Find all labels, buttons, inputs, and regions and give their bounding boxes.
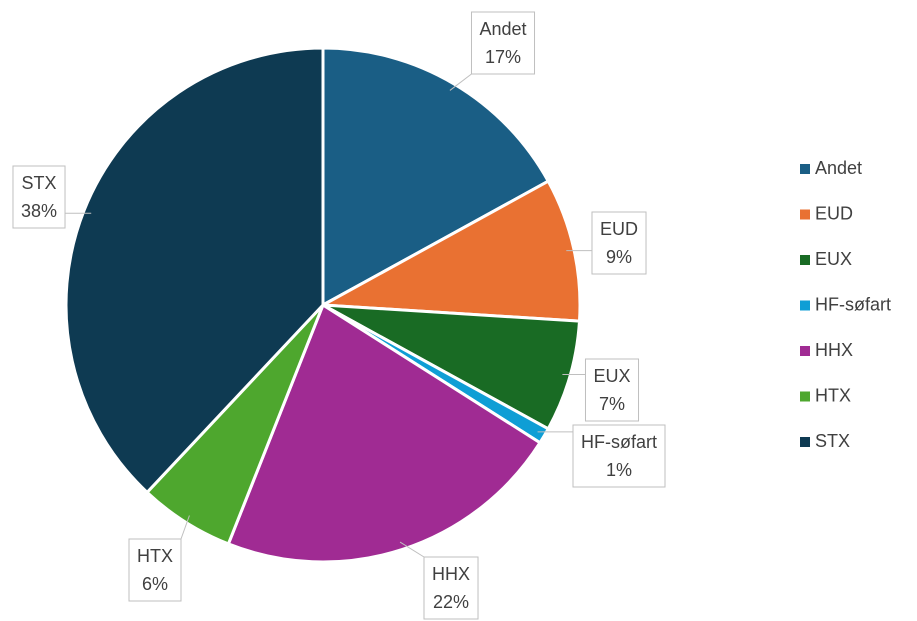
pie-slice: [321, 46, 551, 308]
label-box: [584, 358, 640, 422]
legend-label: HTX: [815, 385, 851, 405]
label-box: [572, 424, 666, 488]
label-category: STX: [21, 173, 56, 193]
leader-line: [449, 73, 472, 91]
legend-swatch: [800, 437, 810, 447]
legend-label: Andet: [815, 158, 862, 178]
legend-label: EUD: [815, 203, 853, 223]
legend-swatch: [800, 391, 810, 402]
label-value: 9%: [606, 247, 632, 267]
pie-slice: [322, 303, 582, 431]
pie-slice: [317, 179, 582, 323]
label-value: 6%: [142, 574, 168, 594]
label-category: EUX: [593, 366, 630, 386]
label-value: 1%: [606, 460, 632, 480]
legend-label: STX: [815, 431, 850, 451]
data-label: STX 38%: [12, 165, 92, 229]
leader-line: [399, 541, 425, 558]
pie-slice: [64, 46, 325, 495]
label-value: 7%: [599, 394, 625, 414]
legend-label: HHX: [815, 340, 853, 360]
label-category: EUD: [600, 219, 638, 239]
label-category: HF-søfart: [581, 432, 657, 452]
label-box: [591, 211, 647, 275]
data-label: Andet 17%: [449, 11, 536, 91]
label-category: HHX: [432, 564, 470, 584]
label-category: HTX: [137, 546, 173, 566]
data-label: HHX 22%: [399, 541, 479, 620]
leader-line: [180, 515, 190, 540]
label-value: 17%: [485, 47, 521, 67]
label-category: Andet: [479, 19, 526, 39]
label-box: [470, 11, 536, 75]
legend-swatch: [800, 209, 810, 220]
label-value: 38%: [21, 201, 57, 221]
label-box: [12, 165, 66, 229]
label-box: [128, 538, 182, 602]
legend-swatch: [800, 300, 810, 311]
legend-swatch: [800, 164, 810, 174]
pie-slice: [226, 302, 543, 564]
data-label: HF-søfart 1%: [537, 424, 666, 488]
legend-swatch: [800, 346, 810, 356]
legend-swatch: [800, 255, 810, 265]
data-label: EUX 7%: [562, 358, 640, 422]
label-value: 22%: [433, 592, 469, 612]
data-label: EUD 9%: [566, 211, 647, 275]
legend-label: HF-søfart: [815, 294, 891, 314]
data-label: HTX 6%: [128, 515, 190, 602]
legend-label: EUX: [815, 249, 852, 269]
label-box: [423, 556, 479, 620]
